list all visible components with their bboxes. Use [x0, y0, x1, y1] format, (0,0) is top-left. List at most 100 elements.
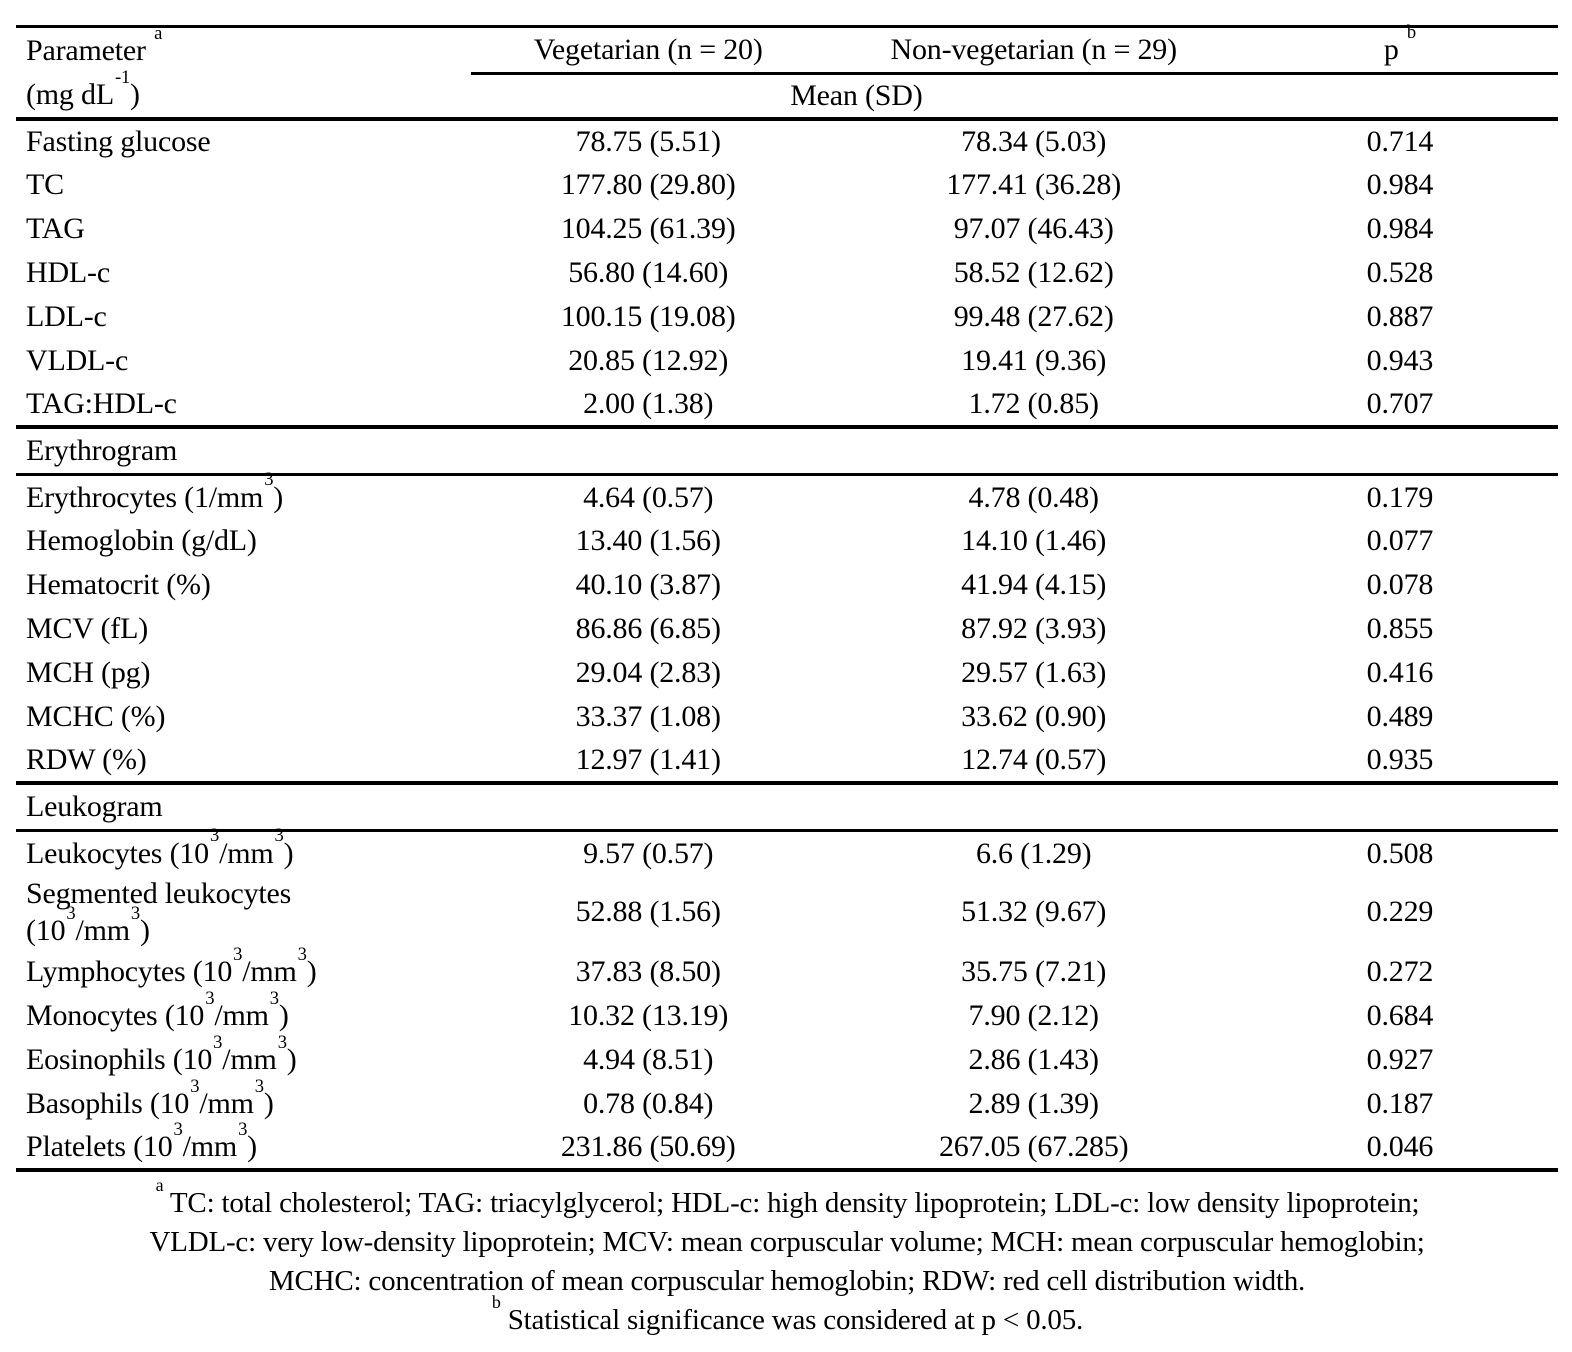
p-value-cell: 0.078 — [1366, 567, 1434, 601]
results-table: Parameter a Vegetarian (n = 20) Non-vege… — [16, 22, 1558, 1172]
nonvegetarian-value-cell: 19.41 (9.36) — [961, 343, 1107, 377]
parameter-cell: TAG:HDL-c — [26, 386, 177, 420]
table-body: Fasting glucose 78.75 (5.51) 78.34 (5.03) 0… — [16, 119, 1558, 1170]
footnotes: a TC: total cholesterol; TAG: triacylgly… — [16, 1174, 1558, 1340]
table-row: Leukocytes (103/mm3) 9.57 (0.57) 6.6 (1.29… — [16, 825, 1558, 875]
p-value-cell: 0.272 — [1366, 954, 1434, 988]
p-value-cell: 0.943 — [1366, 343, 1434, 377]
parameter-cell: Monocytes (103/mm3) — [26, 987, 289, 1032]
vegetarian-value-cell: 177.80 (29.80) — [560, 167, 736, 201]
nonvegetarian-value-cell: 267.05 (67.285) — [938, 1129, 1129, 1163]
parameter-cell: Fasting glucose — [26, 124, 211, 158]
vegetarian-value-cell: 52.88 (1.56) — [575, 895, 721, 929]
nonvegetarian-value-cell: 29.57 (1.63) — [961, 655, 1107, 689]
parameter-cell: TC — [26, 167, 64, 201]
p-value-cell: 0.887 — [1366, 299, 1434, 333]
nonvegetarian-value-cell: 99.48 (27.62) — [953, 299, 1114, 333]
parameter-cell: HDL-c — [26, 255, 110, 289]
footnote-line-a-2: VLDL-c: very low-density lipoprotein; MC… — [149, 1225, 1425, 1258]
table-row: Erythrocytes (1/mm3) 4.64 (0.57) 4.78 (0.4… — [16, 470, 1558, 519]
vegetarian-value-cell: 4.64 (0.57) — [583, 480, 714, 514]
nonvegetarian-value-cell: 2.89 (1.39) — [968, 1086, 1099, 1120]
nonvegetarian-value-cell: 58.52 (12.62) — [953, 255, 1114, 289]
subheader-mean-sd: Mean (SD) — [790, 79, 923, 112]
subheader-empty-cell — [1242, 74, 1558, 119]
p-value-cell: 0.984 — [1366, 167, 1434, 201]
parameter-cell: Hemoglobin (g/dL) — [26, 523, 257, 557]
header-row-subheader: (mg dL-1) Mean (SD) — [16, 68, 1558, 119]
parameter-cell: Leukocytes (103/mm3) — [26, 825, 294, 870]
nonvegetarian-value-cell: 87.92 (3.93) — [961, 611, 1107, 645]
table-row: Eosinophils (103/mm3) 4.94 (8.51) 2.86 (1.… — [16, 1033, 1558, 1082]
table-row: Lymphocytes (103/mm3) 37.83 (8.50) 35.75 (… — [16, 945, 1558, 994]
parameter-cell: TAG — [26, 211, 85, 245]
vegetarian-value-cell: 2.00 (1.38) — [583, 386, 714, 420]
col-header-vegetarian: Vegetarian (n = 20) — [470, 26, 826, 75]
parameter-cell: Hematocrit (%) — [26, 567, 211, 601]
vegetarian-value-cell: 86.86 (6.85) — [575, 611, 721, 645]
nonvegetarian-value-cell: 97.07 (46.43) — [953, 211, 1114, 245]
p-value-cell: 0.927 — [1366, 1042, 1434, 1076]
table-row: Platelets (103/mm3) 231.86 (50.69) 267.05 … — [16, 1118, 1558, 1170]
table-row: Segmented leukocytes (103/mm3) 52.88 (1.5… — [16, 875, 1558, 950]
vegetarian-value-cell: 9.57 (0.57) — [583, 836, 714, 870]
nonvegetarian-value-cell: 6.6 (1.29) — [975, 836, 1092, 870]
nonvegetarian-value-cell: 14.10 (1.46) — [961, 523, 1107, 557]
table-row: MCH (pg) 29.04 (2.83) 29.57 (1.63) 0.416 — [16, 651, 1558, 695]
col-header-nonvegetarian: Non-vegetarian (n = 29) — [825, 26, 1242, 75]
table-row: VLDL-c 20.85 (12.92) 19.41 (9.36) 0.943 — [16, 339, 1558, 383]
p-value-cell: 0.508 — [1366, 836, 1434, 870]
section-title: Erythrogram — [26, 434, 178, 467]
nonvegetarian-value-cell: 78.34 (5.03) — [961, 124, 1107, 158]
nonvegetarian-value-cell: 12.74 (0.57) — [961, 742, 1107, 776]
footnote-line-a-3: MCHC: concentration of mean corpuscular … — [268, 1264, 1306, 1297]
nonvegetarian-value-cell: 4.78 (0.48) — [968, 480, 1099, 514]
table-row: Basophils (103/mm3) 0.78 (0.84) 2.89 (1.39… — [16, 1075, 1558, 1126]
p-value-cell: 0.077 — [1366, 523, 1434, 557]
vegetarian-value-cell: 33.37 (1.08) — [575, 699, 721, 733]
p-value-cell: 0.984 — [1366, 211, 1434, 245]
p-value-cell: 0.229 — [1366, 895, 1434, 929]
vegetarian-value-cell: 12.97 (1.41) — [575, 742, 721, 776]
table-row: Hemoglobin (g/dL) 13.40 (1.56) 14.10 (1.46… — [16, 519, 1558, 563]
header-row-groups: Parameter a Vegetarian (n = 20) Non-vege… — [16, 22, 1558, 75]
col-header-p: p b — [1241, 23, 1558, 75]
parameter-cell: Basophils (103/mm3) — [26, 1075, 274, 1120]
vegetarian-value-cell: 78.75 (5.51) — [575, 124, 721, 158]
table-row: TAG:HDL-c 2.00 (1.38) 1.72 (0.85) 0.707 — [16, 383, 1558, 427]
vegetarian-value-cell: 56.80 (14.60) — [568, 255, 729, 289]
parameter-cell: LDL-c — [26, 299, 107, 333]
nonvegetarian-value-cell: 35.75 (7.21) — [961, 954, 1107, 988]
p-value-cell: 0.714 — [1366, 124, 1434, 158]
vegetarian-value-cell: 0.78 (0.84) — [583, 1086, 714, 1120]
vegetarian-value-cell: 40.10 (3.87) — [575, 567, 721, 601]
parameter-cell: MCV (fL) — [26, 611, 149, 645]
vegetarian-value-cell: 100.15 (19.08) — [560, 299, 736, 333]
table-row: TAG 104.25 (61.39) 97.07 (46.43) 0.984 — [16, 207, 1558, 251]
p-value-cell: 0.684 — [1366, 998, 1434, 1032]
footnote-line-a-1: a TC: total cholesterol; TAG: triacylgly… — [155, 1174, 1420, 1219]
nonvegetarian-value-cell: 7.90 (2.12) — [968, 998, 1099, 1032]
table-container: Parameter a Vegetarian (n = 20) Non-vege… — [16, 22, 1558, 1340]
p-value-cell: 0.179 — [1366, 480, 1434, 514]
nonvegetarian-value-cell: 177.41 (36.28) — [946, 167, 1122, 201]
nonvegetarian-value-cell: 33.62 (0.90) — [961, 699, 1107, 733]
vegetarian-value-cell: 37.83 (8.50) — [575, 954, 721, 988]
p-value-cell: 0.855 — [1366, 611, 1434, 645]
p-value-cell: 0.489 — [1366, 699, 1434, 733]
nonvegetarian-value-cell: 51.32 (9.67) — [961, 895, 1107, 929]
table-row: LDL-c 100.15 (19.08) 99.48 (27.62) 0.887 — [16, 295, 1558, 339]
p-value-cell: 0.046 — [1366, 1129, 1434, 1163]
vegetarian-value-cell: 20.85 (12.92) — [568, 343, 729, 377]
p-value-cell: 0.416 — [1366, 655, 1434, 689]
parameter-cell: MCH (pg) — [26, 655, 151, 689]
nonvegetarian-value-cell: 1.72 (0.85) — [968, 386, 1099, 420]
vegetarian-value-cell: 10.32 (13.19) — [568, 998, 729, 1032]
parameter-cell: MCHC (%) — [26, 699, 166, 733]
parameter-cell: Platelets (103/mm3) — [26, 1118, 257, 1163]
table-row: TC 177.80 (29.80) 177.41 (36.28) 0.984 — [16, 163, 1558, 207]
col-header-parameter: Parameter a — [26, 22, 163, 67]
section-title: Leukogram — [26, 790, 163, 823]
table-row: Monocytes (103/mm3) 10.32 (13.19) 7.90 (2.… — [16, 987, 1558, 1038]
vegetarian-value-cell: 13.40 (1.56) — [575, 523, 721, 557]
